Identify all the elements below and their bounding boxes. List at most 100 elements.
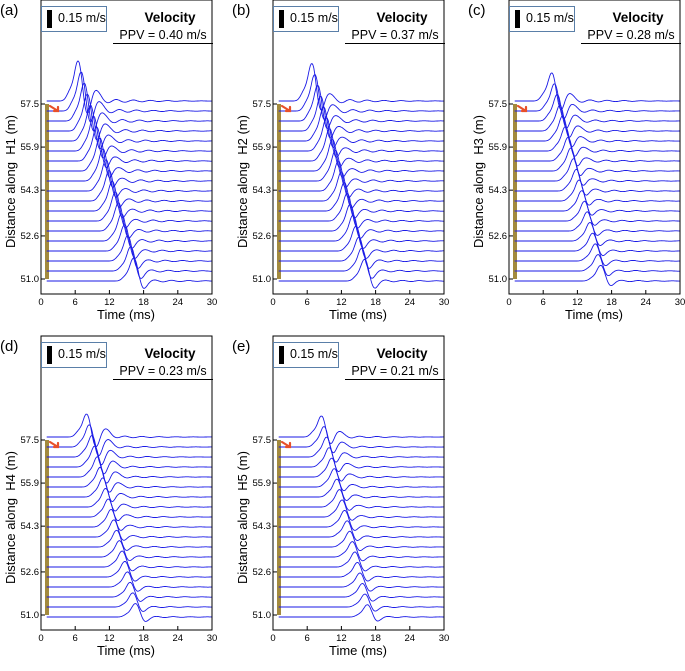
velocity-trace (278, 149, 444, 188)
velocity-trace (46, 159, 212, 198)
velocity-trace (514, 264, 680, 287)
x-tick-label: 18 (370, 633, 381, 644)
x-tick-label: 0 (38, 297, 43, 308)
velocity-trace (514, 72, 680, 111)
pile-bar (45, 104, 49, 279)
axes-frame (272, 0, 445, 295)
y-tick-label: 54.3 (253, 185, 272, 196)
velocity-trace (46, 435, 212, 466)
y-tick-label: 54.3 (21, 185, 40, 196)
velocity-title: Velocity (612, 10, 664, 25)
x-tick-label: 0 (270, 297, 275, 308)
velocity-trace (46, 519, 212, 541)
x-tick-label: 12 (104, 297, 115, 308)
y-tick-label: 52.6 (489, 231, 508, 242)
velocity-trace (514, 243, 680, 267)
x-tick-label: 24 (641, 297, 652, 308)
velocity-trace (278, 171, 444, 209)
velocity-trace (278, 426, 444, 454)
plot-area: 0 6 12 18 24 30 57.5 55.9 54.3 52.6 51.0 (489, 0, 685, 308)
y-tick-label: 51.0 (253, 610, 272, 621)
x-tick-label: 6 (305, 297, 310, 308)
velocity-trace (46, 115, 212, 159)
x-tick-label: 12 (336, 297, 347, 308)
arrow-icon (48, 104, 60, 113)
ppv-label: PPV = 0.40 m/s (113, 28, 213, 44)
x-tick-label: 6 (541, 297, 546, 308)
plot-area: 0 6 12 18 24 30 57.5 55.9 54.3 52.6 51.0 (21, 335, 217, 644)
chart-panel-a: 0 6 12 18 24 30 57.5 55.9 54.3 52.6 51.0 (a) 0.15 … (0, 0, 230, 335)
x-tick-label: 24 (405, 297, 416, 308)
y-axis-prefix: Distance along (235, 498, 250, 584)
velocity-trace (46, 529, 212, 551)
velocity-trace (46, 466, 212, 493)
velocity-trace (46, 169, 212, 208)
ppv-label: PPV = 0.21 m/s (345, 364, 445, 380)
velocity-trace (514, 232, 680, 257)
velocity-trace (46, 235, 212, 269)
velocity-title: Velocity (376, 10, 428, 25)
velocity-trace (46, 477, 212, 502)
velocity-trace (278, 604, 444, 622)
x-tick-label: 18 (138, 633, 149, 644)
velocity-trace (46, 413, 212, 448)
x-axis-title: Time (ms) (96, 643, 155, 658)
velocity-trace (278, 138, 444, 178)
x-tick-label: 12 (572, 297, 583, 308)
velocity-trace (514, 211, 680, 236)
x-tick-label: 6 (305, 633, 310, 644)
velocity-trace (278, 247, 444, 279)
y-tick-label: 54.3 (253, 521, 272, 532)
arrow-icon (48, 440, 60, 449)
velocity-trace (278, 95, 444, 139)
velocity-trace (46, 82, 212, 132)
velocity-trace (46, 137, 212, 178)
velocity-trace (514, 147, 680, 176)
chart-panel-b: 0 6 12 18 24 30 57.5 55.9 54.3 52.6 51.0 (b) 0.15 … (232, 0, 462, 335)
y-tick-label: 52.6 (21, 231, 40, 242)
velocity-trace (46, 180, 212, 218)
x-tick-label: 12 (104, 633, 115, 644)
velocity-trace (46, 456, 212, 484)
velocity-trace (46, 561, 212, 582)
trace-group (514, 72, 680, 287)
velocity-trace (278, 489, 444, 511)
velocity-trace (514, 190, 680, 216)
velocity-trace (46, 540, 212, 562)
velocity-trace (46, 104, 212, 150)
y-tick-label: 55.9 (21, 478, 40, 489)
panel-label: (d) (0, 338, 19, 355)
velocity-title: Velocity (144, 10, 196, 25)
velocity-trace (46, 592, 212, 612)
velocity-trace (514, 179, 680, 206)
scale-bar (47, 10, 52, 28)
velocity-trace (278, 457, 444, 482)
chart-panel-d: 0 6 12 18 24 30 57.5 55.9 54.3 52.6 51.0 (d) 0.15 … (0, 335, 230, 671)
scale-box: 0.15 m/s (41, 342, 107, 368)
velocity-trace (46, 488, 212, 512)
pile-bar (277, 440, 281, 615)
chart-panel-c: 0 6 12 18 24 30 57.5 55.9 54.3 52.6 51.0 (c) 0.15 … (468, 0, 685, 335)
scale-bar (279, 10, 284, 28)
x-tick-label: 0 (38, 633, 43, 644)
arrow-icon (280, 104, 292, 113)
velocity-trace (278, 181, 444, 219)
x-tick-label: 18 (606, 297, 617, 308)
y-tick-label: 52.6 (253, 567, 272, 578)
y-tick-label: 55.9 (253, 142, 272, 153)
scale-bar (47, 346, 52, 364)
velocity-trace (278, 541, 444, 562)
trace-group (46, 60, 212, 289)
velocity-trace (46, 445, 212, 475)
velocity-trace (46, 71, 212, 123)
velocity-trace (46, 571, 212, 592)
velocity-trace (46, 213, 212, 249)
velocity-trace (278, 572, 444, 592)
x-tick-label: 6 (73, 297, 78, 308)
trace-group (46, 413, 212, 622)
velocity-trace (46, 603, 212, 622)
velocity-trace (46, 191, 212, 229)
scale-label: 0.15 m/s (526, 11, 574, 25)
y-tick-label: 55.9 (21, 142, 40, 153)
x-tick-label: 24 (405, 633, 416, 644)
